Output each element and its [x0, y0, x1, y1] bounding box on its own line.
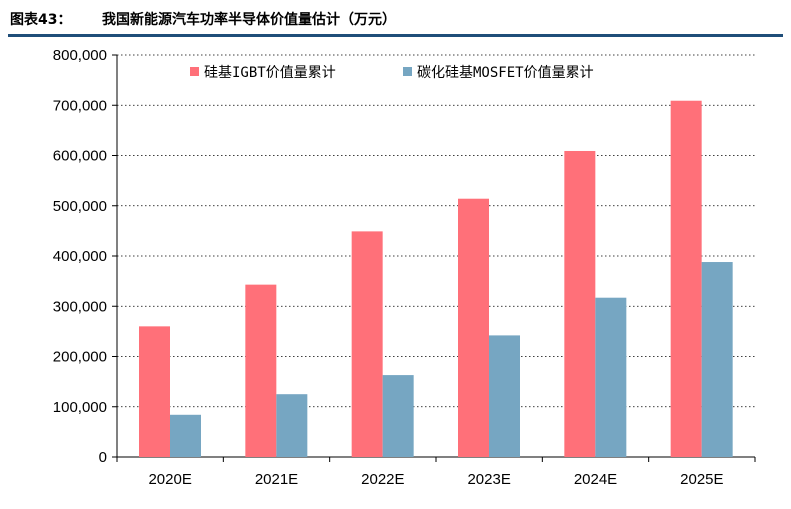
y-tick-label: 200,000 — [53, 349, 107, 366]
y-tick-label: 400,000 — [53, 248, 107, 265]
y-tick-label: 500,000 — [53, 198, 107, 215]
y-tick-label: 100,000 — [53, 399, 107, 416]
x-tick-label: 2025E — [680, 471, 723, 488]
bar-igbt — [139, 326, 170, 457]
x-tick-label: 2023E — [467, 471, 510, 488]
y-tick-label: 600,000 — [53, 148, 107, 165]
y-tick-label: 800,000 — [53, 47, 107, 64]
x-tick-label: 2021E — [255, 471, 298, 488]
legend-swatch — [403, 67, 412, 76]
x-tick-label: 2020E — [148, 471, 191, 488]
bar-igbt — [670, 100, 702, 457]
bar-sic-mosfet — [382, 375, 414, 457]
figure-header: 图表43： 我国新能源汽车功率半导体价值量估计（万元） — [0, 0, 791, 38]
x-tick-label: 2024E — [574, 471, 617, 488]
figure-title: 我国新能源汽车功率半导体价值量估计（万元） — [102, 12, 396, 28]
bar-sic-mosfet — [489, 335, 520, 457]
y-tick-label: 700,000 — [53, 97, 107, 114]
y-tick-label: 300,000 — [53, 298, 107, 315]
bar-igbt — [245, 284, 277, 457]
legend-label: 碳化硅基MOSFET价值量累计 — [417, 64, 594, 81]
y-tick-label: 0 — [99, 449, 107, 466]
bar-igbt — [564, 150, 596, 458]
figure-label: 图表43： — [10, 12, 72, 28]
bar-sic-mosfet — [701, 262, 733, 457]
legend-swatch — [190, 67, 199, 76]
bar-sic-mosfet — [276, 394, 308, 457]
bar-igbt — [458, 198, 489, 457]
bar-sic-mosfet — [595, 297, 627, 457]
bar-sic-mosfet — [170, 414, 201, 457]
legend-label: 硅基IGBT价值量累计 — [204, 64, 336, 81]
bar-igbt — [351, 231, 383, 457]
x-tick-label: 2022E — [361, 471, 404, 488]
header-rule — [8, 34, 783, 37]
